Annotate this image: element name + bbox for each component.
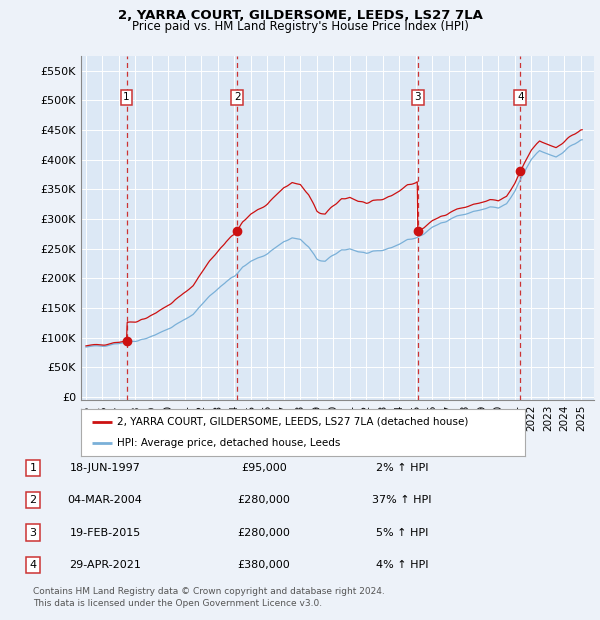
Text: This data is licensed under the Open Government Licence v3.0.: This data is licensed under the Open Gov…	[33, 598, 322, 608]
Text: 2: 2	[234, 92, 241, 102]
Text: 19-FEB-2015: 19-FEB-2015	[70, 528, 140, 538]
Text: £280,000: £280,000	[238, 528, 290, 538]
Text: 29-APR-2021: 29-APR-2021	[69, 560, 141, 570]
Text: 04-MAR-2004: 04-MAR-2004	[68, 495, 142, 505]
Text: Contains HM Land Registry data © Crown copyright and database right 2024.: Contains HM Land Registry data © Crown c…	[33, 587, 385, 596]
Text: 1: 1	[123, 92, 130, 102]
Text: 2, YARRA COURT, GILDERSOME, LEEDS, LS27 7LA (detached house): 2, YARRA COURT, GILDERSOME, LEEDS, LS27 …	[116, 417, 468, 427]
Text: 37% ↑ HPI: 37% ↑ HPI	[372, 495, 432, 505]
Text: £95,000: £95,000	[241, 463, 287, 473]
Text: 2: 2	[29, 495, 37, 505]
Text: 3: 3	[415, 92, 421, 102]
Text: 4% ↑ HPI: 4% ↑ HPI	[376, 560, 428, 570]
Text: HPI: Average price, detached house, Leeds: HPI: Average price, detached house, Leed…	[116, 438, 340, 448]
Text: 1: 1	[29, 463, 37, 473]
Text: 2, YARRA COURT, GILDERSOME, LEEDS, LS27 7LA: 2, YARRA COURT, GILDERSOME, LEEDS, LS27 …	[118, 9, 482, 22]
Text: 18-JUN-1997: 18-JUN-1997	[70, 463, 140, 473]
Text: 3: 3	[29, 528, 37, 538]
Text: 5% ↑ HPI: 5% ↑ HPI	[376, 528, 428, 538]
Text: Price paid vs. HM Land Registry's House Price Index (HPI): Price paid vs. HM Land Registry's House …	[131, 20, 469, 33]
Text: 4: 4	[517, 92, 524, 102]
Text: £380,000: £380,000	[238, 560, 290, 570]
Text: 4: 4	[29, 560, 37, 570]
Text: 2% ↑ HPI: 2% ↑ HPI	[376, 463, 428, 473]
Text: £280,000: £280,000	[238, 495, 290, 505]
